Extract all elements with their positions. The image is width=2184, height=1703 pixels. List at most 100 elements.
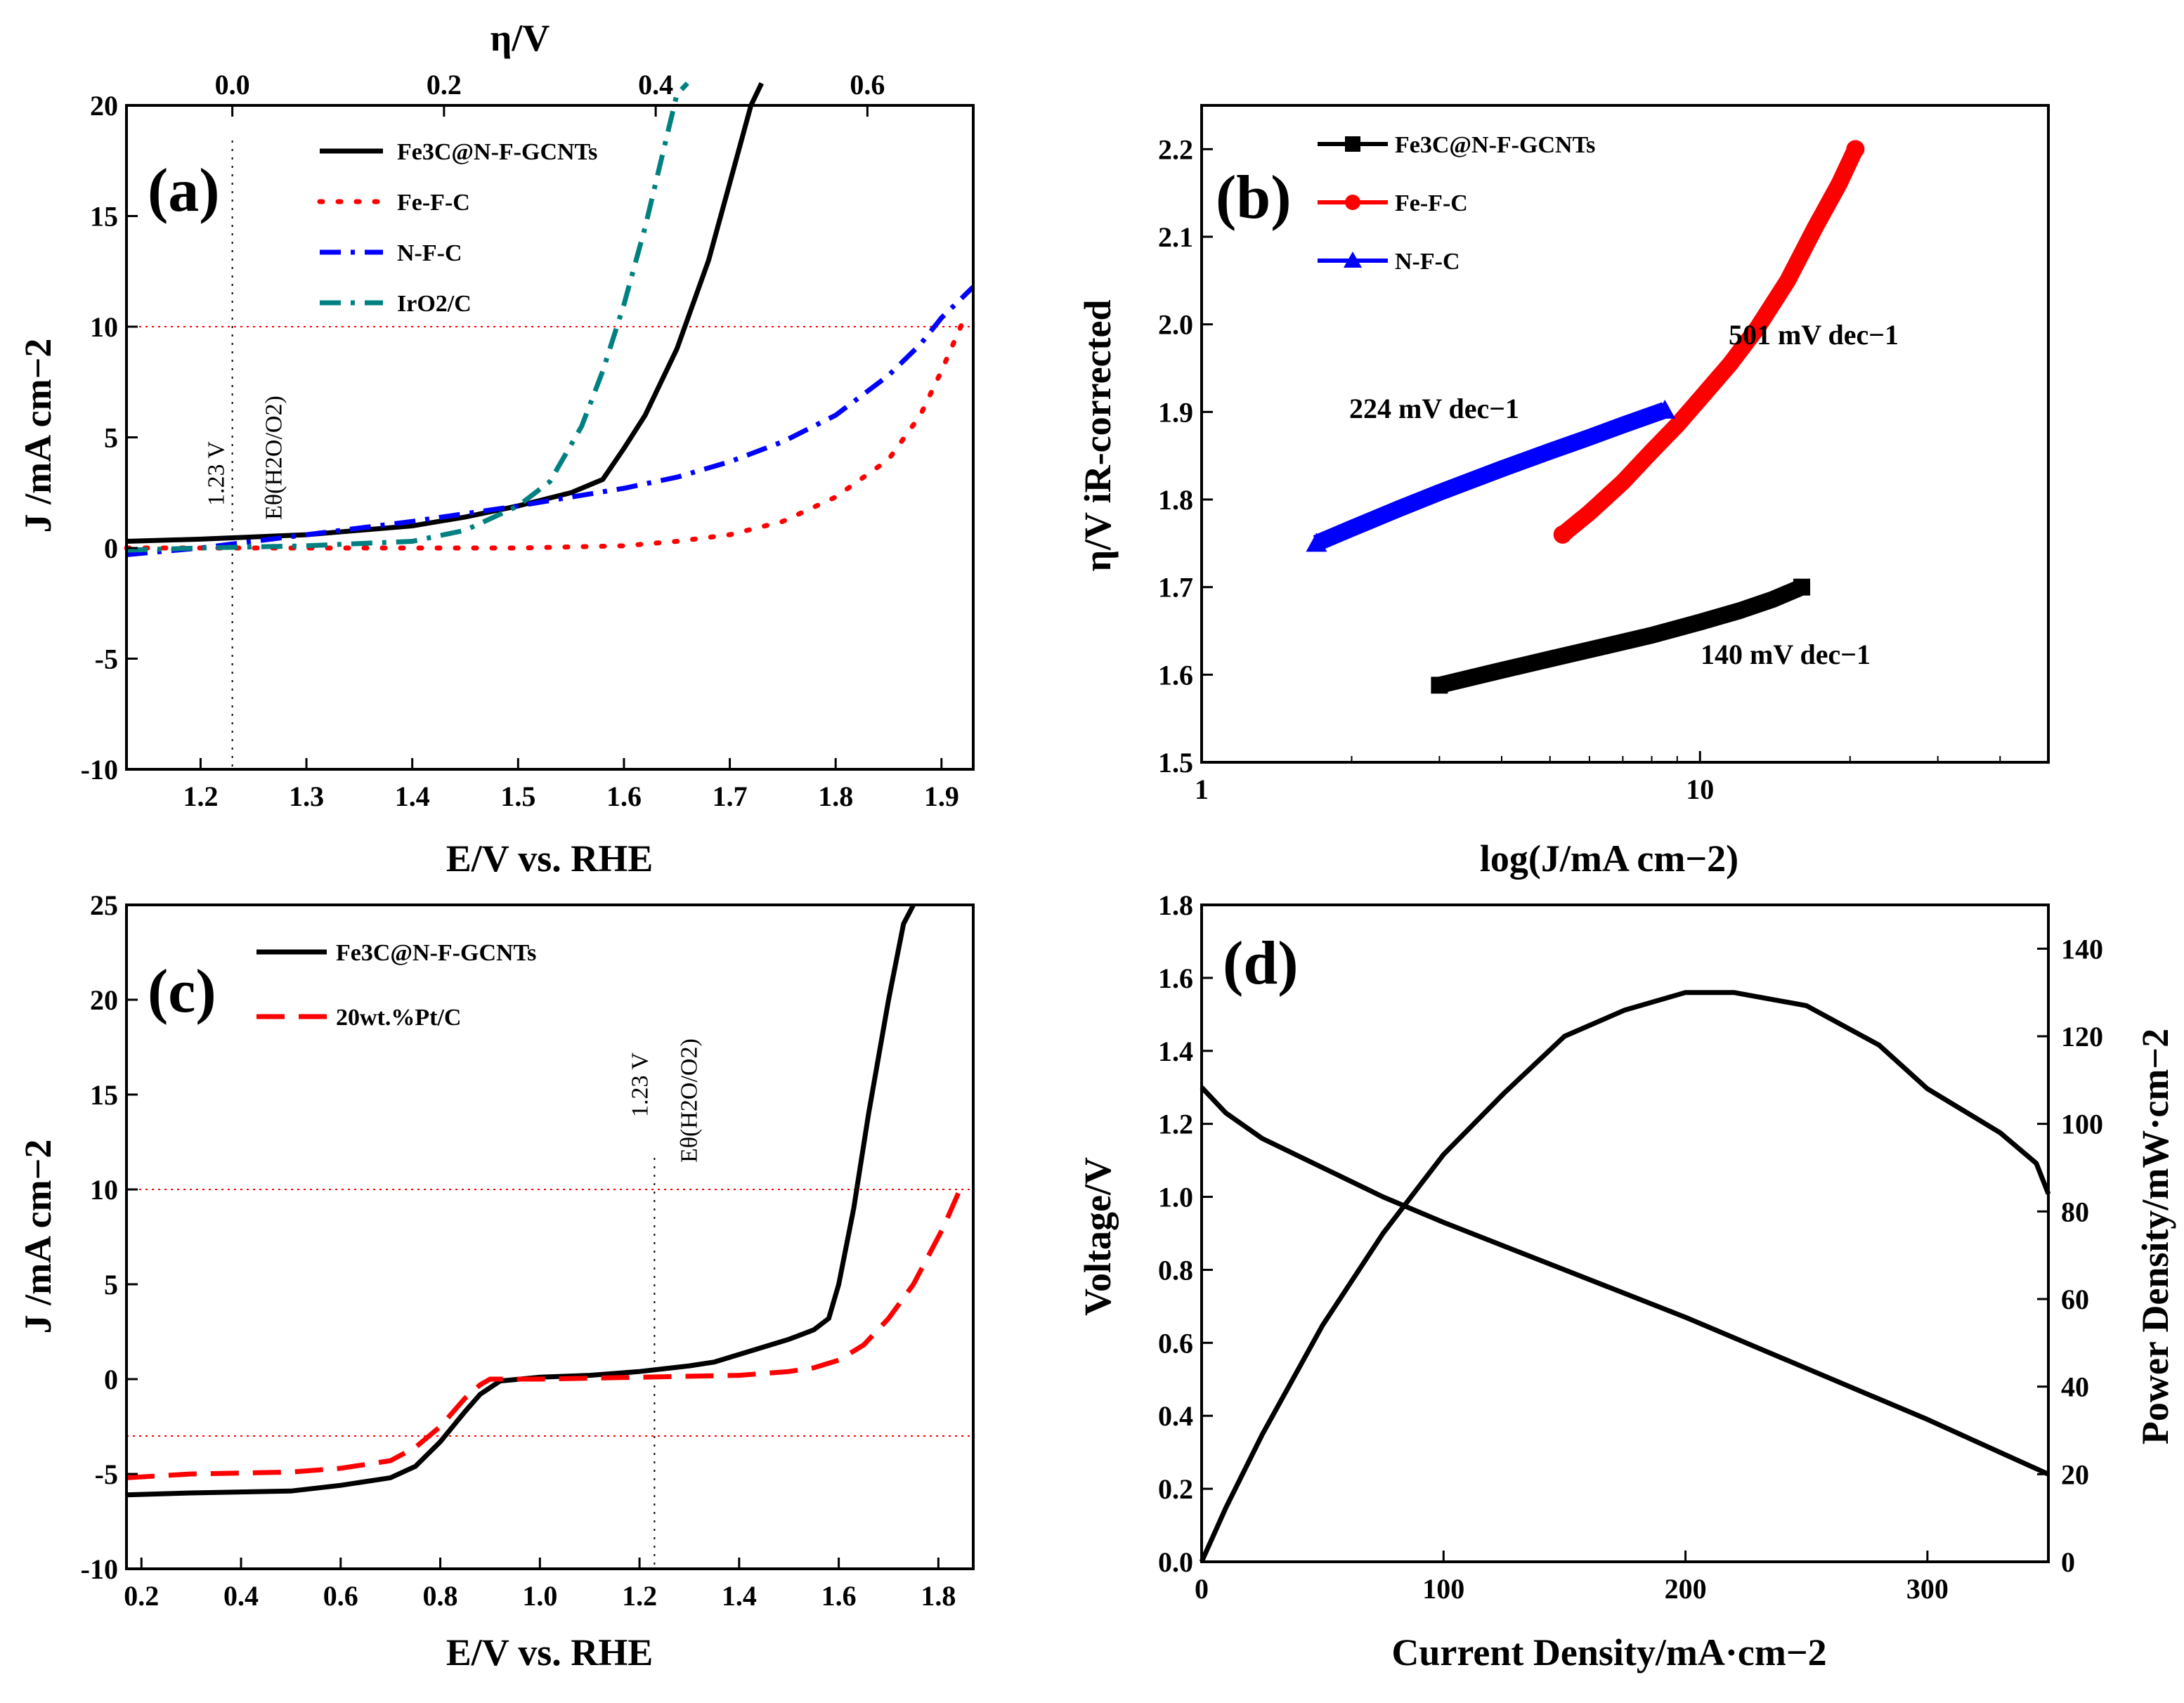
- panel-b-slope-fe3c: 140 mV dec−1: [1701, 639, 1871, 670]
- panel-c-xtick-label: 1.8: [921, 1580, 956, 1612]
- panel-a-label: (a): [148, 157, 220, 225]
- panel-b-ytick-label: 1.6: [1158, 659, 1193, 691]
- panel-b-legend-label: N-F-C: [1395, 249, 1460, 275]
- panel-a-series-line: [124, 320, 966, 551]
- panel-b-xlabel: log(J/mA cm−2): [1480, 837, 1738, 880]
- panel-b-slope-nfc: 224 mV dec−1: [1349, 393, 1519, 424]
- panel-b-xtick-label: 1: [1195, 774, 1209, 805]
- panel-d-right-ytick-label: 100: [2061, 1109, 2103, 1140]
- panel-a-ytick-label: -5: [95, 644, 118, 675]
- panel-b-series-line: [1557, 145, 1864, 542]
- panel-d-ytick-label: 0.8: [1158, 1254, 1193, 1286]
- panel-d-ytick-label: 0.2: [1158, 1473, 1193, 1505]
- panel-c-ytick-label: 15: [90, 1079, 118, 1111]
- panel-c: 0.2 0.4 0.6 0.8 1.0 1.2 1.4 1.6 1.8 -10 -5 0 5 10 15 20…: [17, 889, 975, 1673]
- panel-a-series-line: [126, 81, 764, 544]
- panel-a-ref-voltage: 1.23 V: [204, 441, 230, 506]
- panel-d-ytick-label: 0.0: [1158, 1546, 1193, 1578]
- panel-b-legend-label: Fe3C@N-F-GCNTs: [1395, 132, 1595, 158]
- panel-a-legend-label: IrO2/C: [397, 291, 472, 317]
- panel-d-series-line: [1200, 1085, 2050, 1477]
- panel-c-legend-label: Fe3C@N-F-GCNTs: [336, 940, 536, 966]
- panel-a-xlabel: E/V vs. RHE: [446, 837, 654, 880]
- panel-d-right-ytick-label: 20: [2061, 1459, 2089, 1490]
- panel-b-ytick-label: 2.1: [1158, 221, 1193, 253]
- panel-a-top-tick-label: 0.0: [215, 69, 250, 100]
- panel-d: 0 100 200 3000.00.20.40.60.81.01.21.41.61.8…: [1077, 889, 2176, 1673]
- panel-c-ytick-label: 0: [104, 1364, 118, 1395]
- panel-c-ref-label: Eθ(H2O/O2): [676, 1038, 702, 1163]
- panel-d-right-ytick-label: 80: [2061, 1196, 2089, 1227]
- panel-b-slope-fefc: 501 mV dec−1: [1729, 319, 1899, 351]
- panel-c-ytick-label: 20: [90, 984, 118, 1016]
- panel-c-ytick-label: 25: [90, 889, 118, 921]
- panel-c-xlabel: E/V vs. RHE: [446, 1631, 654, 1673]
- panel-b-label: (b): [1216, 164, 1292, 232]
- panel-d-ytick-label: 1.4: [1158, 1036, 1193, 1067]
- panel-b-marker: [1306, 533, 1327, 552]
- panel-a-series-line: [126, 81, 689, 553]
- panel-c-ytick-label: -5: [95, 1459, 118, 1490]
- panel-d-ytick-label: 1.0: [1158, 1182, 1193, 1213]
- panel-d-right-ytick-label: 140: [2061, 933, 2103, 965]
- panel-b-legend: Fe3C@N-F-GCNTs Fe-F-C N-F-C: [1318, 132, 1595, 275]
- panel-d-xtick-label: 0: [1195, 1573, 1209, 1605]
- panel-b-ytick-label: 1.9: [1158, 396, 1193, 428]
- panel-d-xlabel: Current Density/mA·cm−2: [1391, 1631, 1826, 1673]
- panel-c-xtick-label: 0.4: [223, 1580, 259, 1612]
- panel-b-ytick-label: 1.5: [1158, 747, 1193, 778]
- panel-c-xtick-label: 1.0: [522, 1580, 557, 1612]
- panel-a-xtick-label: 1.7: [713, 781, 748, 812]
- panel-b-marker: [1431, 677, 1448, 694]
- panel-b-ytick-label: 1.7: [1158, 572, 1193, 603]
- panel-a-xtick-label: 1.5: [500, 781, 535, 812]
- panel-c-label: (c): [148, 958, 216, 1026]
- panel-c-xtick-label: 0.2: [124, 1580, 159, 1612]
- panel-a-ytick-label: 15: [90, 201, 118, 233]
- panel-b-series-line: [1437, 579, 1805, 693]
- panel-b-ytick-label: 2.0: [1158, 309, 1193, 341]
- panel-b-marker: [1654, 399, 1676, 419]
- panel-b-legend-marker: [1345, 195, 1360, 210]
- panel-d-xtick-label: 100: [1422, 1573, 1464, 1605]
- panel-b-frame: [1200, 104, 2050, 764]
- panel-c-xtick-label: 1.4: [722, 1580, 757, 1612]
- panel-c-series-line: [126, 1192, 961, 1480]
- panel-d-right-ytick-label: 60: [2061, 1284, 2089, 1315]
- panel-b-xtick-label: 10: [1686, 774, 1714, 805]
- panel-d-series-line: [1199, 990, 2051, 1563]
- panel-c-xtick-label: 1.2: [622, 1580, 657, 1612]
- panel-b-ytick-label: 2.2: [1158, 133, 1193, 165]
- panel-d-ytick-label: 0.6: [1158, 1327, 1193, 1359]
- panel-d-right-ytick-label: 120: [2061, 1021, 2103, 1052]
- panel-c-xtick-label: 1.6: [821, 1580, 857, 1612]
- panel-a-ylabel: J /mA cm−2: [17, 339, 59, 533]
- panel-c-xtick-label: 0.6: [323, 1580, 358, 1612]
- panel-b-marker: [1793, 578, 1811, 596]
- panel-d-ytick-label: 1.8: [1158, 889, 1193, 921]
- panel-a-frame: [125, 104, 975, 771]
- panel-c-legend: Fe3C@N-F-GCNTs 20wt.%Pt/C: [256, 940, 536, 1031]
- panel-b-ylabel: η/V iR-corrected: [1077, 299, 1119, 571]
- panel-a-ytick-label: 10: [90, 311, 118, 343]
- panel-c-ytick-label: 10: [90, 1174, 118, 1206]
- panel-a-xtick-label: 1.4: [395, 781, 430, 812]
- panel-d-ylabel-right: Power Density/mW·cm−2: [2134, 1029, 2176, 1444]
- panel-a-xtick-label: 1.9: [924, 781, 959, 812]
- panel-b-marker: [1553, 525, 1572, 544]
- panel-a-xtick-label: 1.8: [818, 781, 853, 812]
- panel-b-marker: [1846, 140, 1865, 159]
- panel-d-frame: [1200, 903, 2050, 1563]
- panel-a-xtick-label: 1.3: [289, 781, 324, 812]
- panel-b: 1 10 1.5 1.6 1.7 1.8 1.9 2.0 2.1 2.2 (b) log(J/mA…: [1077, 104, 2050, 880]
- panel-c-ref-voltage: 1.23 V: [627, 1052, 653, 1117]
- panel-d-right-ytick-label: 0: [2061, 1546, 2075, 1578]
- panel-c-legend-label: 20wt.%Pt/C: [336, 1005, 461, 1031]
- panel-b-legend-label: Fe-F-C: [1395, 190, 1468, 216]
- panel-a-top-tick-label: 0.4: [638, 69, 673, 100]
- panel-d-xtick-label: 300: [1906, 1573, 1949, 1605]
- panel-b-legend-marker: [1344, 252, 1362, 268]
- panel-c-ytick-label: -10: [81, 1553, 118, 1585]
- panel-d-ytick-label: 0.4: [1158, 1400, 1193, 1432]
- panel-d-ylabel: Voltage/V: [1077, 1157, 1119, 1316]
